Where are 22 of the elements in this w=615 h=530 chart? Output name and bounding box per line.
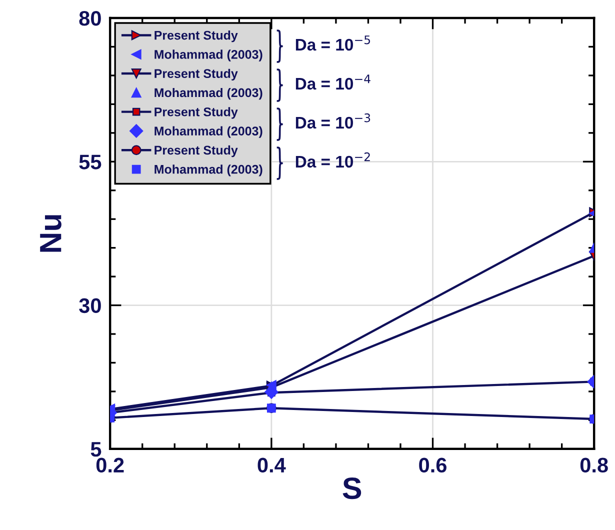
x-tick-label: 0.8: [580, 458, 608, 473]
x-tick-label: 0.6: [419, 458, 446, 473]
annotation: Da = 10$^{−4}$: [296, 74, 370, 90]
y-tick-label: 30: [79, 298, 101, 314]
x-tick-label: 0.2: [96, 458, 124, 473]
annotation: Da = 10$^{−2}$: [296, 152, 370, 168]
legend-label: Mohammad (2003): [154, 50, 262, 62]
annotation: Da = 10$^{−5}$: [296, 36, 370, 51]
x-axis-title: S: [342, 477, 362, 500]
y-tick-label: 55: [79, 154, 102, 170]
legend-label: Present Study: [154, 107, 238, 119]
legend-label: Present Study: [154, 145, 238, 158]
legend-label: Mohammad (2003): [154, 88, 262, 100]
legend-label: Present Study: [154, 30, 238, 42]
legend-label: Present Study: [154, 68, 238, 80]
y-tick-label: 5: [90, 442, 102, 457]
legend-label: Mohammad (2003): [154, 164, 262, 176]
annotation: Da = 10$^{−3}$: [296, 113, 370, 129]
y-axis-title: Nu: [40, 215, 62, 252]
y-tick-label: 80: [79, 11, 101, 26]
legend-label: Mohammad (2003): [154, 126, 262, 138]
x-tick-label: 0.4: [258, 458, 286, 473]
